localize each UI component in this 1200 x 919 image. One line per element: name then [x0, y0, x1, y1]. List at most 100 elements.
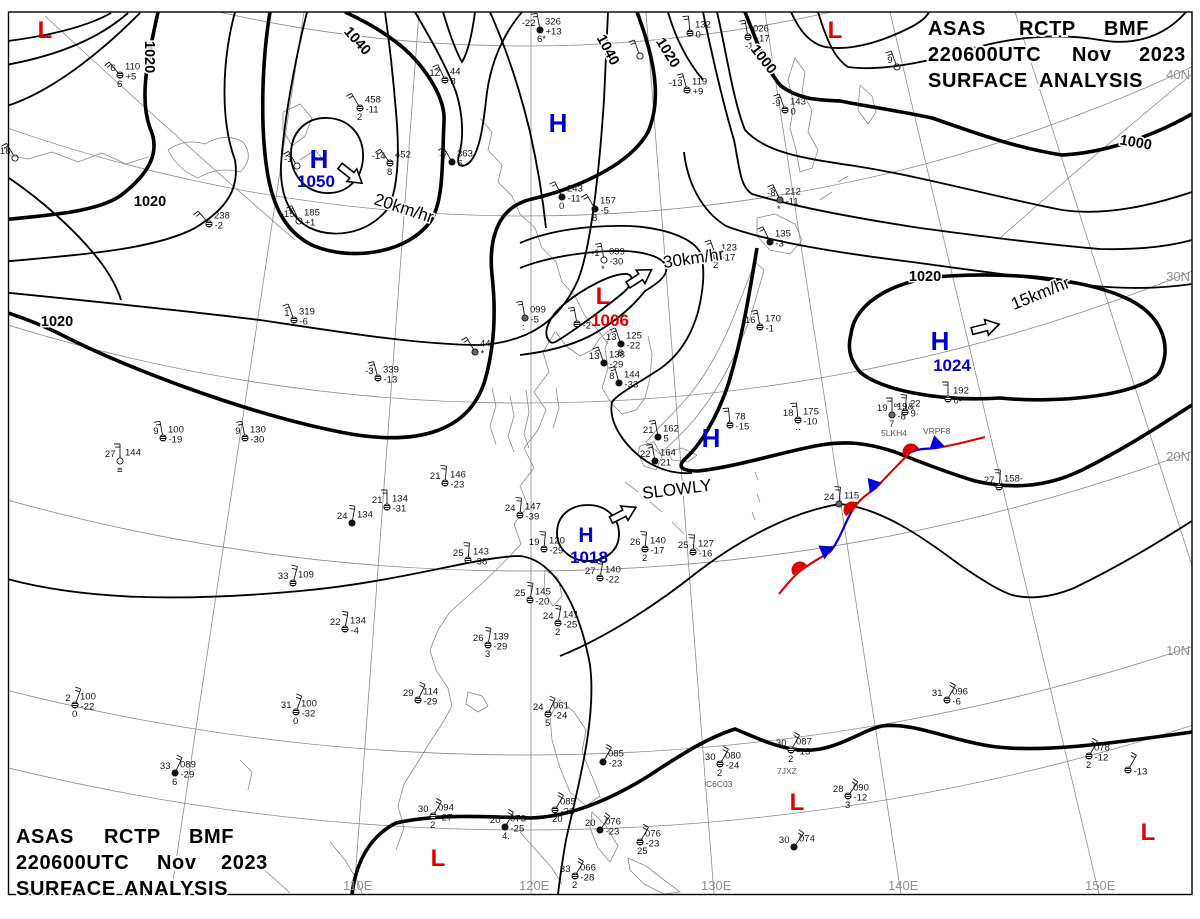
svg-text:2023: 2023 [1139, 44, 1186, 66]
svg-text:026: 026 [753, 24, 769, 35]
svg-text:40N: 40N [1166, 67, 1190, 82]
svg-text:1020: 1020 [141, 41, 157, 73]
svg-text:-20: -20 [536, 597, 550, 608]
svg-text:21: 21 [643, 425, 654, 436]
svg-text:-30: -30 [251, 435, 265, 446]
svg-text:144: 144 [125, 448, 141, 459]
svg-text:-13: -13 [1134, 767, 1148, 778]
svg-text:8: 8 [618, 348, 623, 359]
svg-text:5: 5 [664, 434, 669, 445]
svg-text:138: 138 [609, 350, 625, 361]
svg-text:135: 135 [775, 229, 791, 240]
svg-text:100: 100 [301, 699, 317, 710]
svg-text:RCTP: RCTP [104, 826, 161, 848]
svg-text:2: 2 [430, 820, 435, 831]
svg-text:20: 20 [585, 818, 596, 829]
svg-text:-6: -6 [953, 697, 961, 708]
svg-text:076: 076 [645, 829, 661, 840]
svg-text:090: 090 [853, 783, 869, 794]
svg-text:25: 25 [637, 846, 648, 857]
svg-text:44: 44 [480, 339, 491, 350]
svg-text:-5: -5 [531, 315, 539, 326]
svg-text:SURFACE: SURFACE [928, 70, 1028, 92]
svg-text:-13: -13 [669, 78, 683, 89]
svg-text:-23: -23 [561, 807, 575, 818]
svg-text:1018: 1018 [570, 548, 608, 567]
svg-text:Nov: Nov [1072, 44, 1112, 66]
svg-text:145: 145 [535, 587, 551, 598]
svg-text:127: 127 [698, 539, 714, 550]
svg-text:33: 33 [560, 864, 571, 875]
svg-text:066: 066 [580, 863, 596, 874]
svg-text:096: 096 [952, 687, 968, 698]
svg-text:185: 185 [304, 208, 320, 219]
svg-text:100: 100 [80, 692, 96, 703]
svg-text:-25: -25 [511, 824, 525, 835]
svg-text:3: 3 [845, 800, 850, 811]
svg-text:-9: -9 [772, 98, 780, 109]
svg-text:-14: -14 [372, 151, 386, 162]
svg-text:099: 099 [530, 305, 546, 316]
svg-text:-17: -17 [651, 546, 665, 557]
svg-text:24: 24 [505, 503, 516, 514]
svg-text:2: 2 [357, 112, 362, 123]
svg-text:-22: -22 [81, 702, 95, 713]
svg-text:1020: 1020 [134, 194, 166, 210]
svg-text:-15: -15 [736, 422, 750, 433]
svg-text:-10: -10 [804, 417, 818, 428]
svg-text:175: 175 [803, 407, 819, 418]
svg-text:27: 27 [105, 449, 116, 460]
svg-text:9: 9 [887, 55, 892, 66]
svg-text:-5: -5 [601, 206, 609, 217]
svg-text:2: 2 [1086, 760, 1091, 771]
svg-text:*: * [601, 264, 605, 275]
svg-text:VRPF8: VRPF8 [923, 426, 951, 436]
svg-text:-13: -13 [384, 375, 398, 386]
svg-text:-1: -1 [766, 324, 774, 335]
svg-text:24: 24 [543, 611, 554, 622]
svg-text:110: 110 [125, 62, 140, 73]
svg-text:-29: -29 [494, 642, 508, 653]
svg-text:-7: -7 [439, 150, 447, 161]
svg-text:0: 0 [559, 201, 564, 212]
svg-text:H: H [702, 423, 721, 453]
svg-text:30N: 30N [1166, 269, 1190, 284]
svg-text:-11: -11 [568, 194, 581, 205]
svg-text:H: H [549, 108, 568, 138]
svg-text:243: 243 [567, 184, 583, 195]
svg-text:2023: 2023 [221, 852, 268, 874]
svg-text:H: H [310, 144, 329, 174]
svg-text:1020: 1020 [41, 314, 73, 330]
svg-text:147: 147 [525, 502, 541, 513]
svg-text:5: 5 [545, 718, 550, 729]
svg-text:3: 3 [485, 649, 490, 660]
svg-text:6: 6 [117, 79, 122, 90]
svg-text:-24: -24 [726, 761, 740, 772]
svg-text:24: 24 [533, 702, 544, 713]
svg-text:146: 146 [450, 470, 466, 481]
svg-text:132: 132 [695, 20, 711, 31]
svg-text:-23: -23 [451, 480, 465, 491]
svg-text:144: 144 [624, 370, 640, 381]
svg-text:170: 170 [765, 314, 781, 325]
svg-text:110E: 110E [343, 878, 373, 893]
svg-text:-29: -29 [550, 546, 564, 557]
svg-text:2: 2 [713, 260, 718, 271]
svg-text:33: 33 [278, 571, 289, 582]
svg-text:-25: -25 [564, 620, 578, 631]
svg-text:134: 134 [357, 510, 373, 521]
svg-text:099: 099 [609, 247, 625, 258]
svg-text:22: 22 [330, 617, 341, 628]
svg-text:+1: +1 [305, 218, 316, 229]
svg-text:-30: -30 [610, 257, 624, 268]
svg-text:212: 212 [785, 187, 801, 198]
svg-text:-13: -13 [797, 747, 811, 758]
svg-text:2: 2 [642, 553, 647, 564]
svg-text:326: 326 [545, 17, 561, 28]
svg-text:-1: -1 [284, 154, 292, 165]
svg-text:085: 085 [608, 749, 624, 760]
svg-text:-31: -31 [393, 504, 407, 515]
svg-text:28: 28 [833, 784, 844, 795]
svg-text:16: 16 [745, 315, 756, 326]
svg-text:094: 094 [438, 803, 454, 814]
